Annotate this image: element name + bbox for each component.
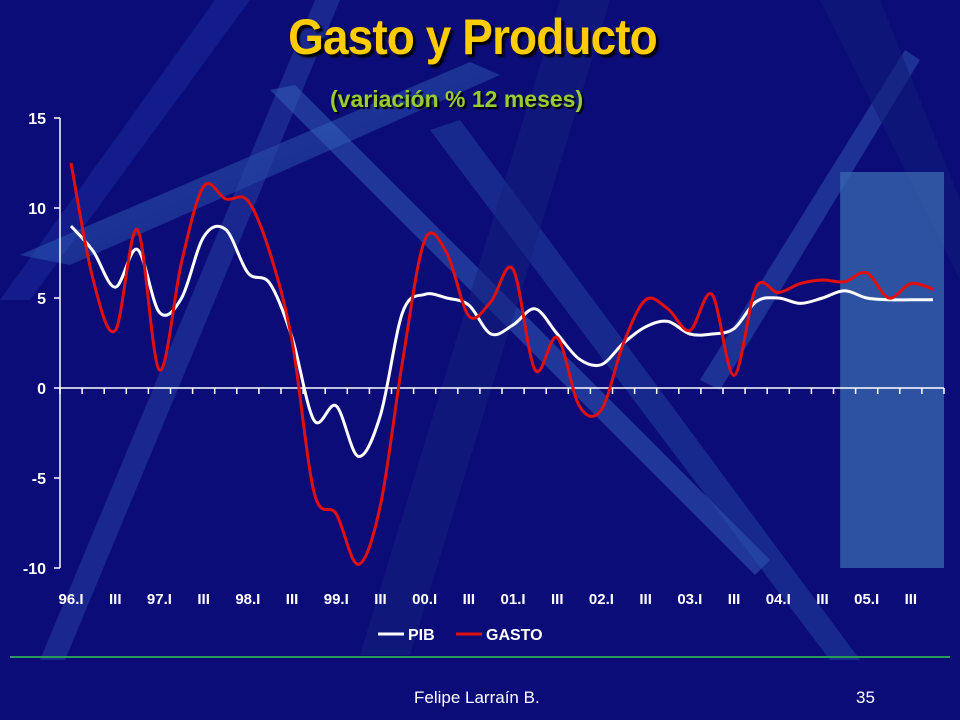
x-tick-label: III (374, 591, 387, 608)
x-tick-label: III (197, 591, 210, 608)
x-tick-label: III (463, 591, 476, 608)
x-tick-label: III (551, 591, 564, 608)
decorative-beam (40, 0, 340, 660)
highlight-band (840, 172, 944, 568)
page-number: 35 (856, 688, 875, 707)
legend-label-pib: PIB (408, 627, 435, 644)
x-tick-label: 02.I (589, 591, 614, 608)
x-tick-label: 00.I (412, 591, 437, 608)
decorative-beam (0, 0, 250, 300)
x-tick-label: III (905, 591, 918, 608)
x-tick-label: III (286, 591, 299, 608)
y-tick-label: 15 (28, 111, 46, 128)
x-tick-label: 04.I (766, 591, 791, 608)
y-tick-label: 10 (28, 201, 46, 218)
decorative-beam (20, 62, 500, 265)
y-tick-label: 0 (37, 381, 46, 398)
x-tick-label: III (639, 591, 652, 608)
chart-subtitle: (variación % 12 meses) (330, 86, 584, 112)
x-tick-label: 99.I (324, 591, 349, 608)
x-tick-label: III (109, 591, 122, 608)
series-line-gasto (69, 162, 934, 566)
series-line-pib (69, 224, 933, 458)
x-tick-label: III (816, 591, 829, 608)
x-tick-label: 98.I (235, 591, 260, 608)
footer-author: Felipe Larraín B. (414, 688, 540, 707)
x-tick-label: III (728, 591, 741, 608)
x-tick-label: 05.I (854, 591, 879, 608)
y-tick-label: -5 (32, 471, 46, 488)
y-tick-label: 5 (37, 291, 46, 308)
decorative-beam (270, 85, 770, 575)
decorative-beam (700, 50, 920, 390)
x-tick-label: 97.I (147, 591, 172, 608)
footer-divider (10, 656, 950, 658)
x-tick-label: 01.I (501, 591, 526, 608)
y-tick-label: -10 (23, 561, 46, 578)
slide-title: Gasto y Producto (288, 9, 658, 65)
x-tick-label: 96.I (59, 591, 84, 608)
legend-label-gasto: GASTO (486, 627, 543, 644)
x-tick-label: 03.I (677, 591, 702, 608)
decorative-beam (430, 120, 860, 660)
